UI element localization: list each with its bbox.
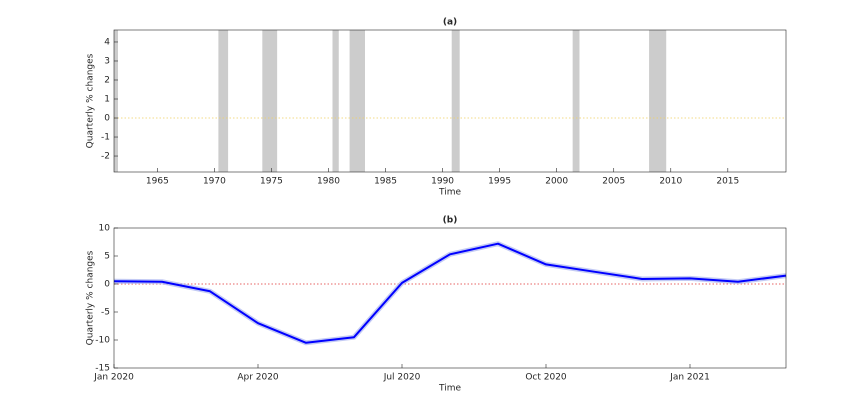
plot-area	[114, 30, 786, 172]
x-tick-label: 1975	[260, 177, 283, 187]
x-tick-label: Apr 2020	[237, 373, 279, 383]
chart-title: (b)	[443, 216, 458, 226]
y-tick-label: 5	[104, 252, 110, 262]
recession-band	[649, 30, 667, 172]
x-tick-label: 1985	[374, 177, 397, 187]
chart-title: (a)	[443, 18, 457, 28]
y-tick-label: -10	[95, 336, 110, 346]
y-axis-label: Quarterly % changes	[86, 250, 96, 345]
x-axis-label: Time	[438, 188, 461, 198]
y-tick-label: 3	[104, 56, 110, 66]
x-tick-label: 1990	[431, 177, 454, 187]
recession-band	[218, 30, 229, 172]
y-tick-label: -2	[101, 152, 110, 162]
x-tick-label: 2000	[545, 177, 568, 187]
x-tick-label: 1970	[203, 177, 226, 187]
y-tick-label: 0	[104, 114, 110, 124]
y-tick-label: -1	[101, 133, 110, 143]
y-tick-label: 1	[104, 95, 110, 105]
y-tick-label: 0	[104, 280, 110, 290]
y-tick-label: -5	[101, 308, 110, 318]
x-tick-label: 1980	[317, 177, 340, 187]
series-line	[113, 242, 787, 344]
y-tick-label: 10	[99, 224, 111, 234]
recession-band	[262, 30, 278, 172]
recession-band	[451, 30, 460, 172]
y-tick-label: 4	[104, 37, 110, 47]
x-tick-label: Jul 2020	[383, 373, 421, 383]
recession-band	[572, 30, 580, 172]
x-tick-label: 1995	[488, 177, 511, 187]
recession-band	[114, 30, 118, 172]
x-tick-label: 2010	[659, 177, 682, 187]
y-tick-label: -15	[95, 364, 110, 374]
axes-box	[113, 227, 787, 369]
x-axis-label: Time	[438, 384, 461, 394]
y-axis-label: Quarterly % changes	[86, 53, 96, 148]
x-tick-label: Oct 2020	[525, 373, 567, 383]
plot-area	[114, 228, 786, 368]
x-tick-label: Jan 2020	[93, 373, 134, 383]
x-tick-label: 2005	[602, 177, 625, 187]
y-tick-label: 2	[104, 75, 110, 85]
x-tick-label: 1965	[146, 177, 169, 187]
axes-box	[113, 29, 787, 173]
recession-band	[349, 30, 366, 172]
x-tick-label: 2015	[716, 177, 739, 187]
recession-band	[332, 30, 339, 172]
x-tick-label: Jan 2021	[669, 373, 710, 383]
